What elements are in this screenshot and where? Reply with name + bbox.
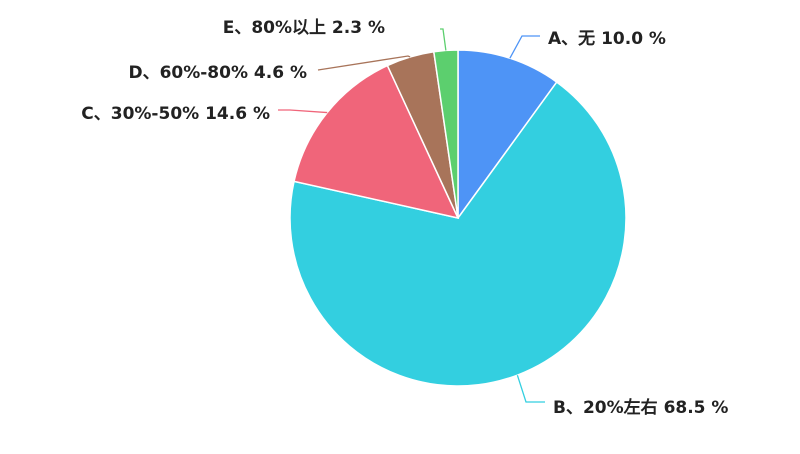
slice-label-d: D、60%-80% 4.6 % xyxy=(128,63,307,83)
leader-lines-layer xyxy=(278,28,545,403)
slice-label-c: C、30%-50% 14.6 % xyxy=(81,104,270,124)
leader-line-a xyxy=(509,35,540,59)
labels-layer: A、无 10.0 % B、20%左右 68.5 % C、30%-50% 14.6 %… xyxy=(81,18,728,418)
leader-line-c xyxy=(278,109,328,114)
pie-slice-c xyxy=(293,64,460,220)
slice-label-a: A、无 10.0 % xyxy=(548,29,666,49)
slice-label-b: B、20%左右 68.5 % xyxy=(553,397,728,418)
leader-line-d xyxy=(317,55,411,71)
pie-slice-b xyxy=(289,81,627,387)
slice-label-e: E、80%以上 2.3 % xyxy=(223,18,385,38)
leader-line-b xyxy=(516,374,545,403)
slices-layer xyxy=(289,49,627,387)
leader-line-e xyxy=(440,28,447,51)
